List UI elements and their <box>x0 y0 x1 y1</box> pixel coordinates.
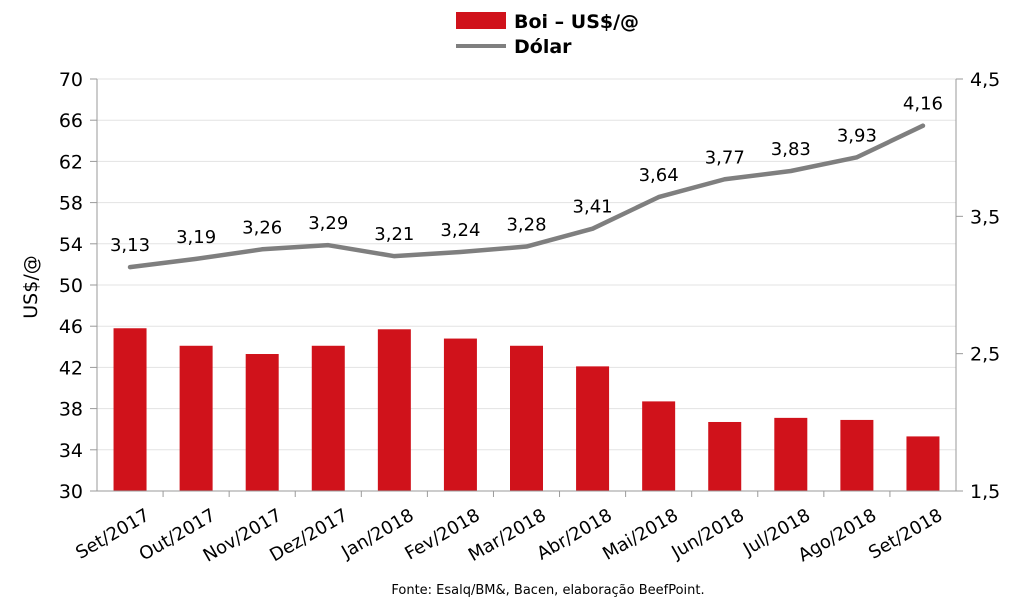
legend-line-label: Dólar <box>514 36 572 58</box>
line-point <box>920 123 925 128</box>
y-tick-label: 42 <box>59 357 83 379</box>
line-point <box>194 256 199 261</box>
data-label: 3,29 <box>308 213 348 234</box>
bar <box>245 354 279 491</box>
line-point <box>590 226 595 231</box>
y-tick-label: 66 <box>59 110 83 132</box>
y-tick-label: 58 <box>59 193 83 215</box>
bar-series <box>113 328 940 491</box>
line-point <box>326 243 331 248</box>
line-point <box>524 244 529 249</box>
y-tick-label: 50 <box>59 275 83 297</box>
data-label: 4,16 <box>903 94 943 115</box>
line-point <box>128 265 133 270</box>
x-tick-label: Set/2018 <box>865 505 946 564</box>
bar <box>510 345 543 491</box>
line-point <box>458 250 463 255</box>
y-axis-title: US$/@ <box>20 255 42 318</box>
line-point <box>392 254 397 259</box>
y-tick-label: 46 <box>59 316 83 338</box>
source-note: Fonte: Esalq/BM&, Bacen, elaboração Beef… <box>391 583 704 598</box>
y-tick-label: 38 <box>59 399 83 421</box>
y-tick-label: 30 <box>59 481 83 503</box>
bar <box>774 417 808 491</box>
bar <box>708 421 742 491</box>
y-tick-label: 34 <box>59 440 83 462</box>
bar <box>443 338 477 491</box>
legend-bar-swatch <box>456 12 506 29</box>
y-tick-label: 62 <box>59 151 83 173</box>
y2-tick-label: 4,5 <box>970 69 1000 91</box>
data-label: 3,19 <box>176 227 216 248</box>
line-point <box>722 177 727 182</box>
data-label: 3,28 <box>506 215 546 236</box>
line-point <box>656 195 661 200</box>
line-point <box>854 155 859 160</box>
line-point <box>788 169 793 174</box>
data-label: 3,21 <box>374 224 414 245</box>
y2-tick-label: 2,5 <box>970 344 1000 366</box>
data-label: 3,41 <box>573 197 613 218</box>
y2-tick-label: 3,5 <box>970 206 1000 228</box>
bar <box>311 345 345 491</box>
legend-bar-label: Boi – US$/@ <box>514 11 639 33</box>
bar <box>840 419 874 491</box>
gridlines <box>97 78 956 451</box>
bar <box>906 436 940 491</box>
line-point <box>260 247 265 252</box>
data-label: 3,93 <box>837 125 877 146</box>
line-series: 3,13 3,19 3,26 3,29 3,21 3,24 3,28 3,41 3,64 3,77… <box>110 94 943 270</box>
y-tick-label: 54 <box>59 234 83 256</box>
data-label: 3,64 <box>639 165 679 186</box>
bar <box>642 401 676 491</box>
y-tick-label: 70 <box>59 69 83 91</box>
bar <box>179 345 213 491</box>
bar <box>576 366 610 491</box>
bar <box>113 328 147 491</box>
y2-tick-label: 1,5 <box>970 481 1000 503</box>
data-label: 3,77 <box>705 147 745 168</box>
x-tick-label: Mai/2018 <box>599 505 682 565</box>
x-tick-label: Jun/2018 <box>667 505 748 564</box>
data-label: 3,13 <box>110 235 150 256</box>
data-label: 3,83 <box>771 139 811 160</box>
data-label: 3,24 <box>440 220 480 241</box>
data-label: 3,26 <box>242 217 282 238</box>
legend: Boi – US$/@ Dólar <box>456 11 639 58</box>
bar <box>377 329 411 491</box>
